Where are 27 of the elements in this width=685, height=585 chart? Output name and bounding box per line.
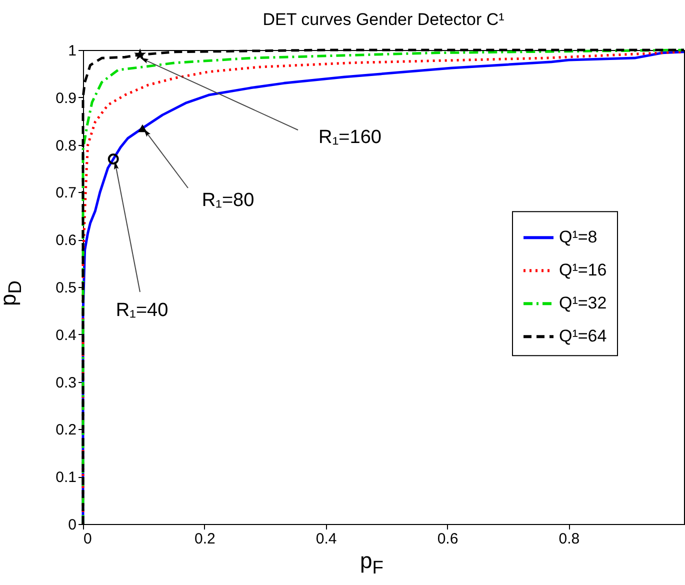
y-tick-label: 0.4 [56, 326, 76, 344]
x-tick-label: 0.8 [558, 530, 580, 548]
x-tick-label: 0 [84, 530, 92, 548]
y-tick-label: 0 [68, 516, 76, 534]
y-tick-label: 0.1 [56, 469, 76, 486]
annotation: R₁=40 [116, 300, 168, 321]
point [134, 48, 146, 60]
annotation: R₁=160 [318, 127, 382, 148]
chart-title: DET curves Gender Detector C¹ [262, 10, 505, 29]
y-tick-label: 1 [68, 42, 76, 60]
annotation: R₁=80 [202, 190, 254, 211]
legend-label: Q¹=16 [559, 260, 607, 280]
y-tick-label: 0.7 [56, 184, 76, 202]
legend-label: Q¹=32 [559, 294, 607, 313]
y-tick-label: 0.9 [56, 90, 76, 107]
y-tick-label: 0.3 [56, 374, 76, 392]
x-tick-label: 0.4 [316, 530, 337, 548]
y-tick-label: 0.5 [56, 280, 76, 296]
x-axis-title: p$_{F}$ [360, 548, 384, 578]
y-tick-label: 0.6 [56, 232, 76, 250]
legend-label: Q¹=8 [559, 228, 598, 247]
y-tick-label: 0.8 [56, 137, 76, 154]
y-tick-label: 0.2 [56, 422, 76, 439]
legend-label: Q¹=64 [559, 326, 607, 346]
x-tick-label: 0.2 [194, 530, 216, 548]
x-tick-label: 0.6 [437, 530, 458, 548]
point [108, 154, 119, 164]
